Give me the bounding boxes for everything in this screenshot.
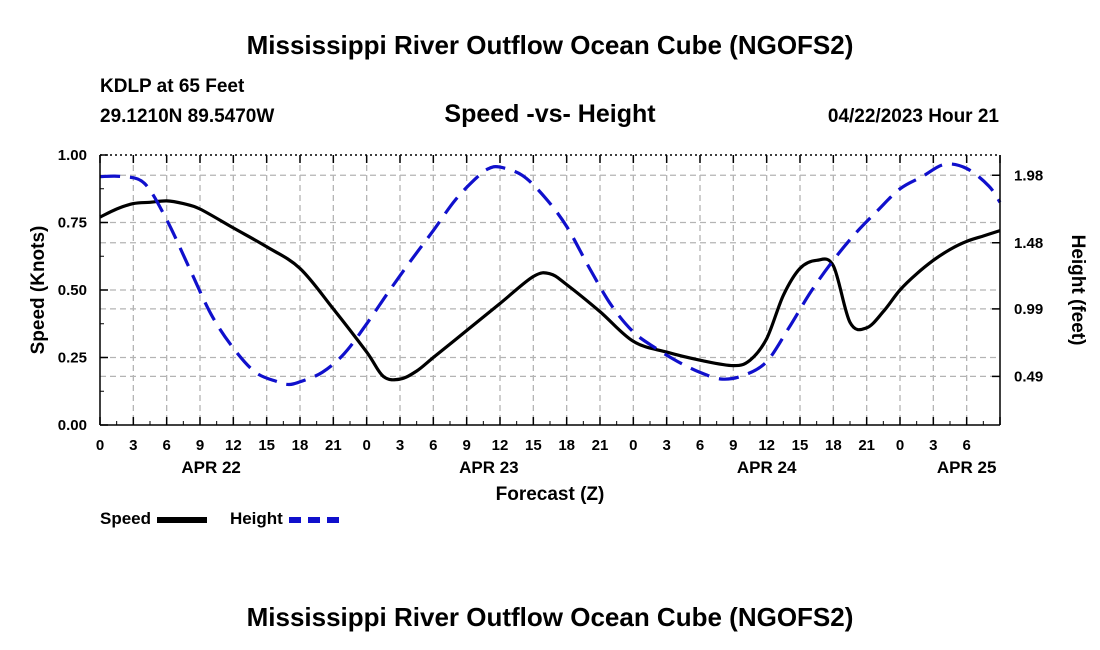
x-tick-label: 6 [162,437,170,454]
x-tick-label: 3 [396,437,404,454]
x-tick-label: 3 [662,437,670,454]
x-tick-label: 12 [758,437,775,454]
x-axis-ticks: 0 3 6 9 12 15 18 21 0 3 6 9 12 15 18 21 0 3 6 9 12 15 18 21 0 3 6 [96,155,1001,454]
x-tick-label: 21 [325,437,342,454]
grid-lines [100,155,1000,425]
x-tick-label: 0 [96,437,104,454]
y-axis-ticks: 0.00 0.25 0.50 0.75 1.00 [58,147,108,434]
speed-series-line [99,199,1001,382]
x-tick-label: 3 [129,437,137,454]
location-coordinates: 29.1210N 89.5470W [100,106,275,127]
x-tick-label: 15 [792,437,809,454]
date-label: APR 22 [181,458,241,477]
x-tick-label: 15 [525,437,542,454]
x-tick-label: 0 [629,437,637,454]
x-tick-label: 9 [462,437,470,454]
legend-height-swatch [289,516,340,523]
chart-main-title: Mississippi River Outflow Ocean Cube (NG… [246,30,854,60]
y2-tick-label: 0.49 [1014,368,1043,385]
legend-speed-label: Speed [100,509,152,528]
date-label: APR 25 [937,458,997,477]
y-tick-label: 0.50 [58,282,87,299]
x-tick-label: 6 [962,437,970,454]
x-tick-label: 21 [592,437,609,454]
chart-title: Speed -vs- Height [444,100,656,128]
x-tick-label: 9 [729,437,737,454]
x-tick-label: 18 [292,437,309,454]
series-layer [99,162,1002,387]
station-label: KDLP at 65 Feet [100,76,245,97]
x-tick-label: 21 [858,437,875,454]
x-tick-label: 6 [429,437,437,454]
y-axis-label: Speed (Knots) [28,226,49,355]
x-tick-label: 6 [696,437,704,454]
date-label: APR 23 [459,458,519,477]
y-tick-label: 0.25 [58,350,87,367]
date-label: APR 24 [737,458,797,477]
forecast-datetime: 04/22/2023 Hour 21 [827,106,999,127]
y2-axis-ticks: 0.49 0.99 1.48 1.98 [992,167,1043,385]
x-tick-label: 12 [225,437,242,454]
x-tick-label: 15 [258,437,275,454]
x-tick-label: 3 [929,437,937,454]
x-tick-label: 18 [825,437,842,454]
x-axis-label: Forecast (Z) [496,484,605,505]
x-tick-label: 18 [558,437,575,454]
legend-height-label: Height [229,509,283,528]
x-tick-label: 0 [362,437,370,454]
y2-tick-label: 0.99 [1014,301,1043,318]
legend: Speed Height [100,509,340,529]
date-labels: APR 22 APR 23 APR 24 APR 25 [181,458,996,477]
footer-title: Mississippi River Outflow Ocean Cube (NG… [246,602,854,632]
y-tick-label: 0.00 [58,417,87,434]
y2-axis-label: Height (feet) [1067,235,1088,346]
y-tick-label: 1.00 [58,147,87,164]
x-tick-label: 12 [492,437,509,454]
x-tick-label: 0 [896,437,904,454]
y2-tick-label: 1.48 [1014,235,1043,252]
y2-tick-label: 1.98 [1014,167,1043,184]
y-tick-label: 0.75 [58,215,87,232]
legend-speed-swatch [157,516,208,523]
x-tick-label: 9 [196,437,204,454]
